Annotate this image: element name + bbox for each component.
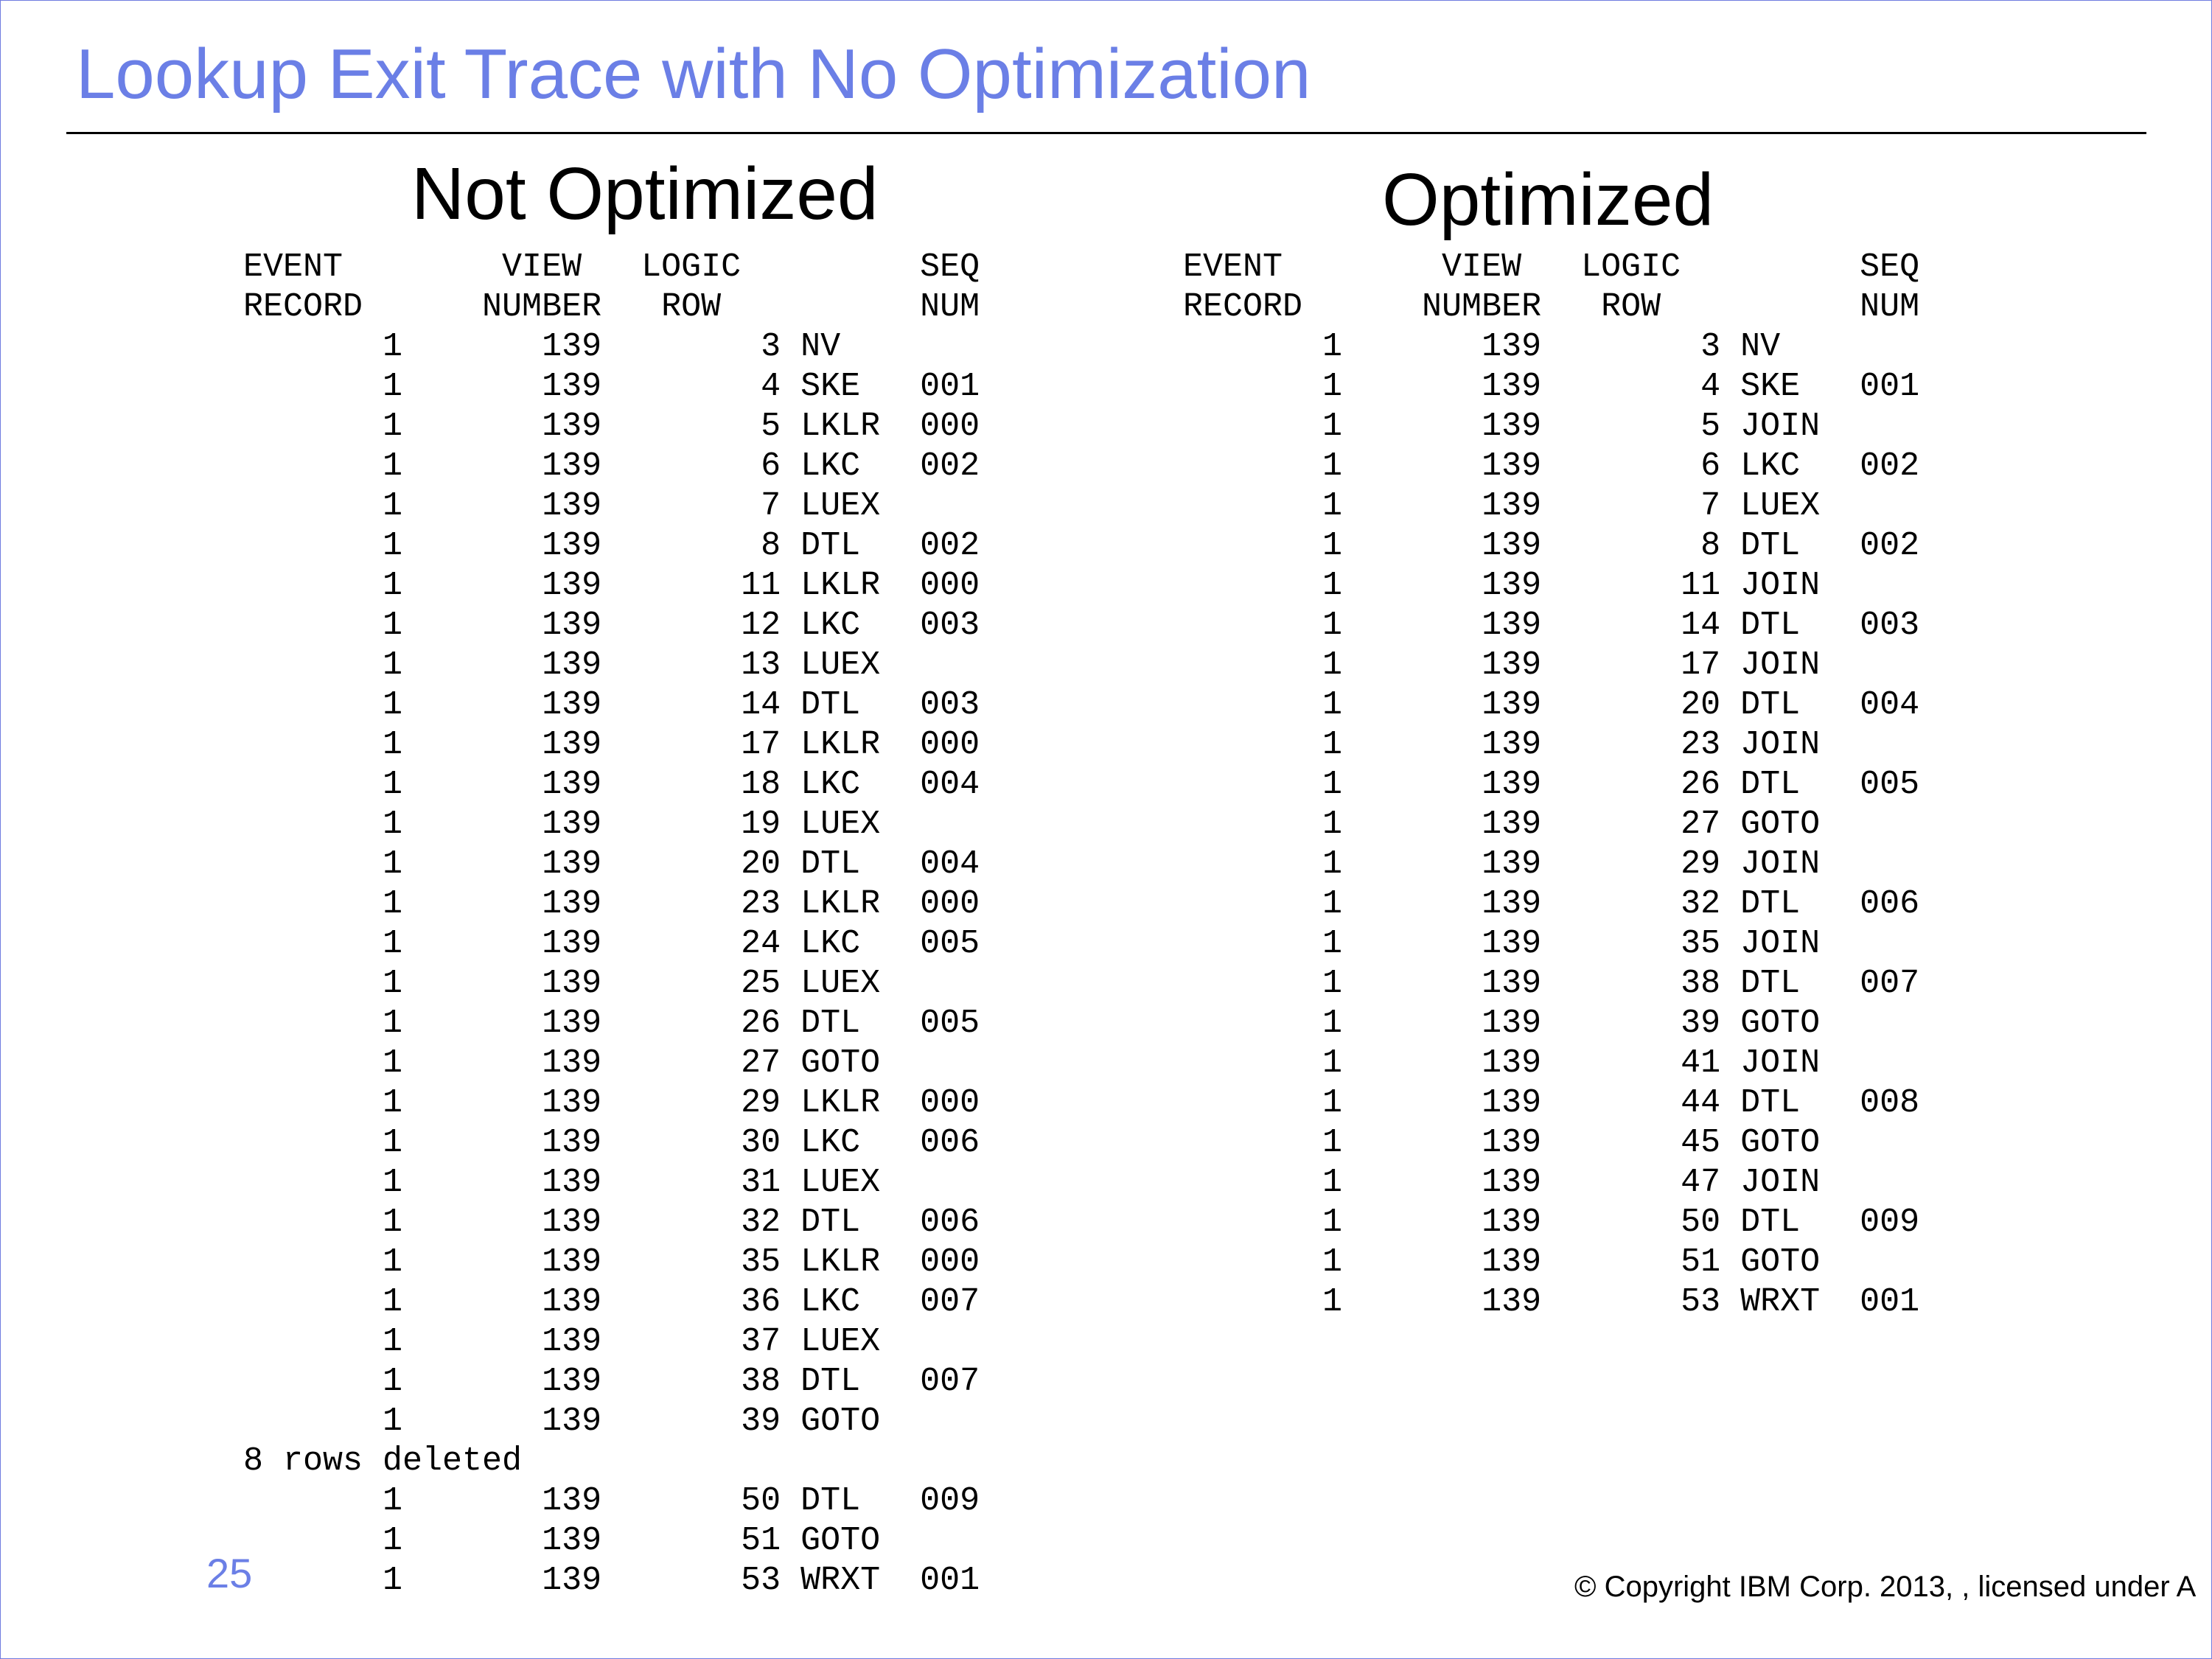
heading-not-optimized: Not Optimized [411,153,879,235]
copyright-notice: © Copyright IBM Corp. 2013, , licensed u… [1574,1571,2197,1603]
page-number: 25 [206,1550,253,1596]
trace-listing-optimized: EVENT VIEW LOGIC SEQ RECORD NUMBER ROW N… [1183,248,1920,1321]
trace-listing-not-optimized: EVENT VIEW LOGIC SEQ RECORD NUMBER ROW N… [243,248,980,1599]
slide-title: Lookup Exit Trace with No Optimization [76,35,1311,113]
heading-optimized: Optimized [1382,158,1714,241]
title-rule [66,132,2146,134]
